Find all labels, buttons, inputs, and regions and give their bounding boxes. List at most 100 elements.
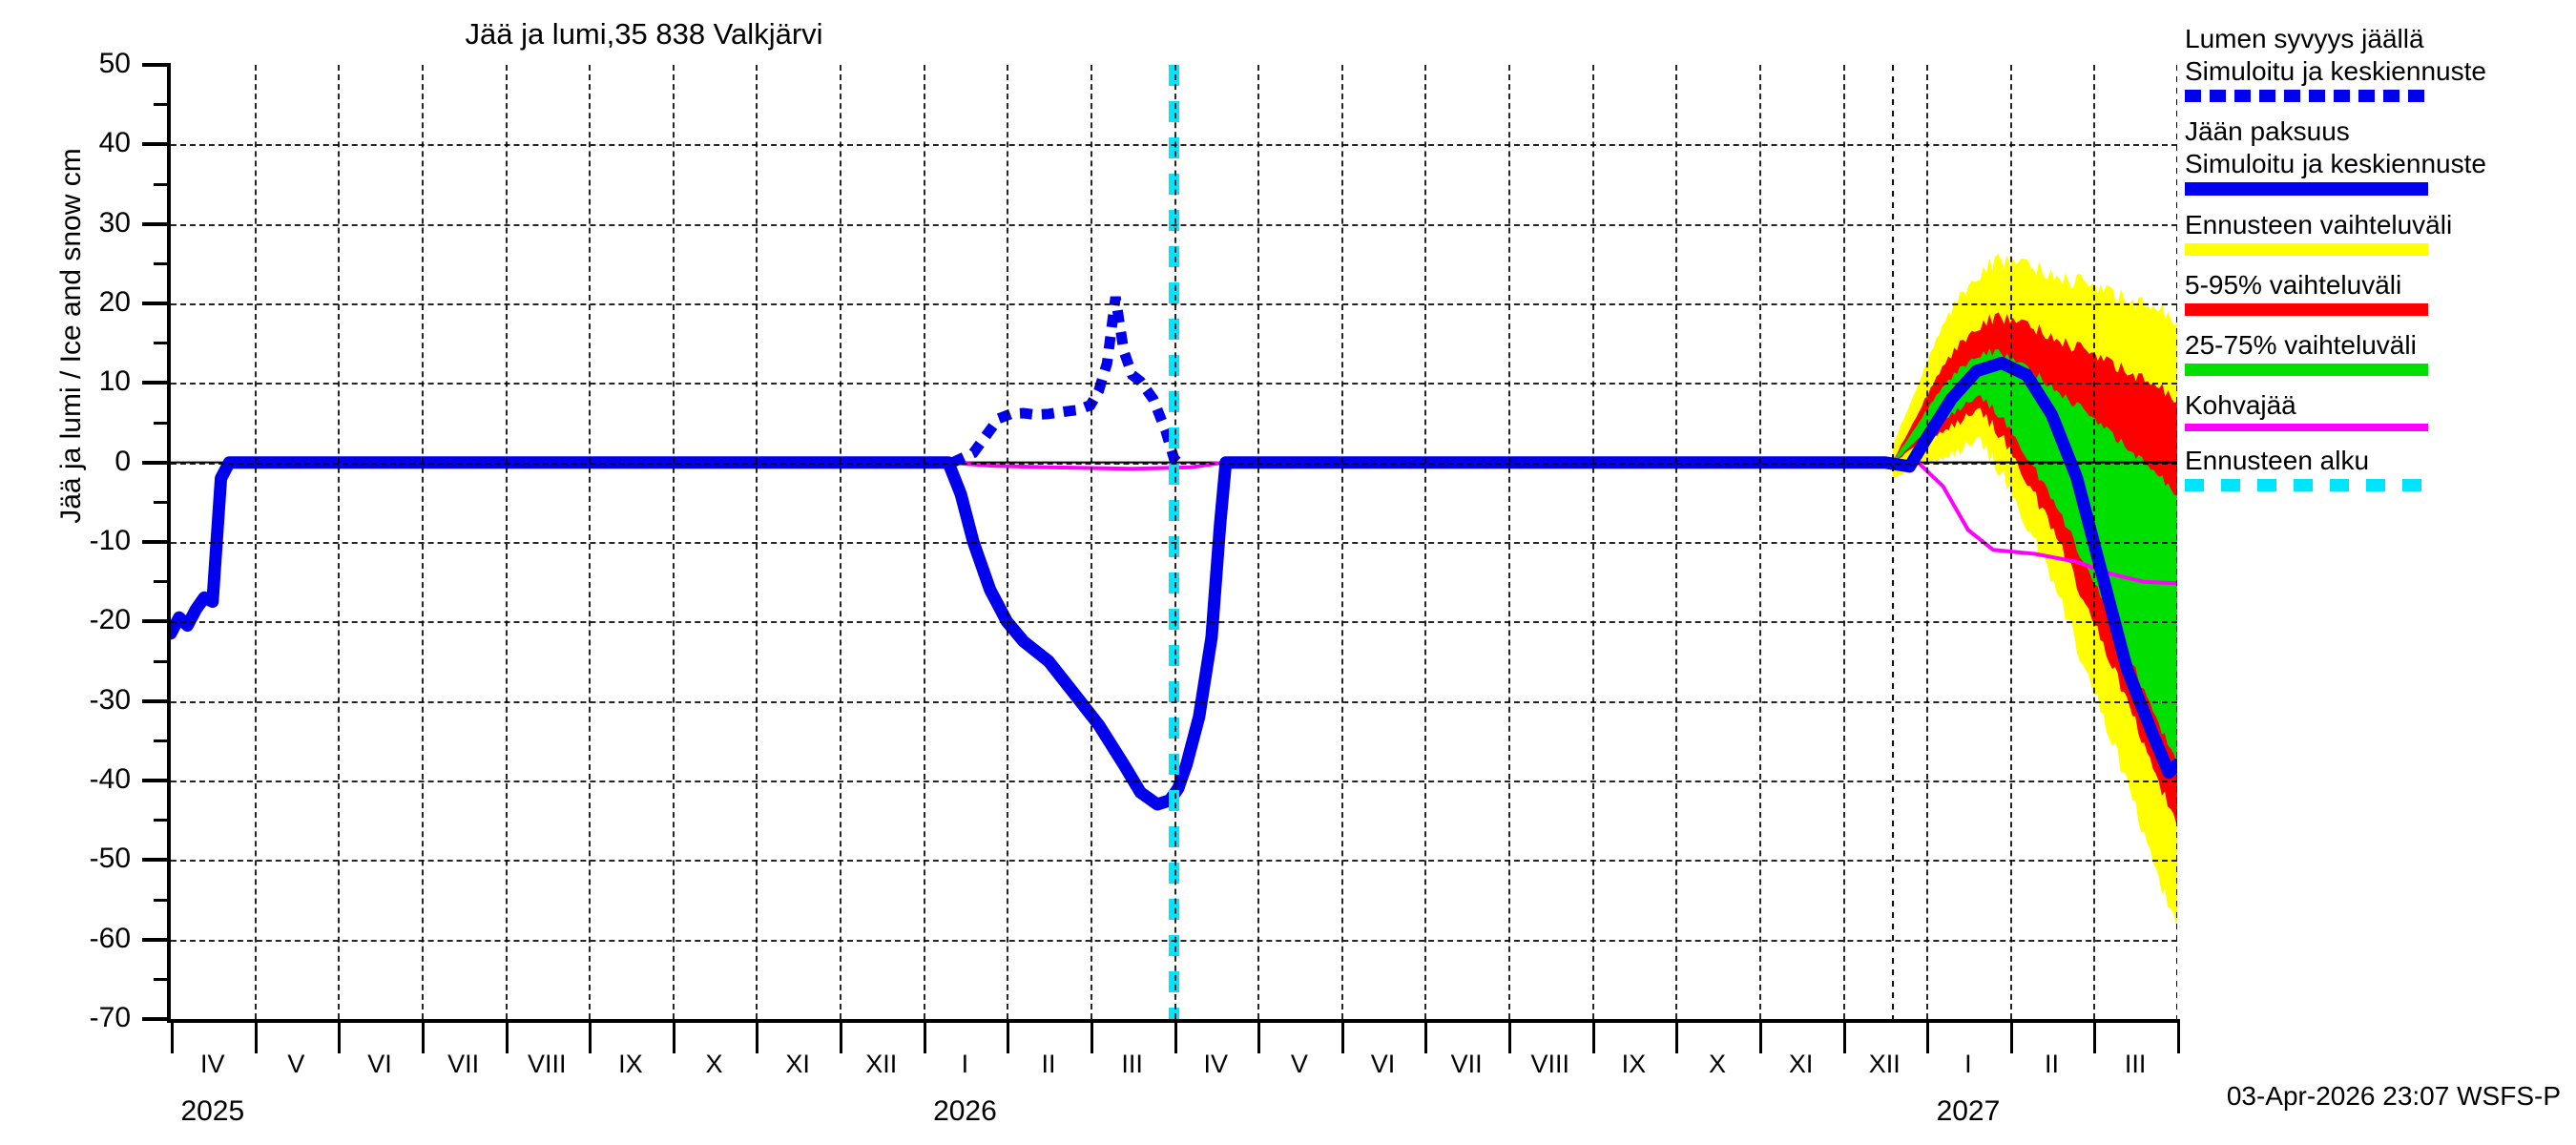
legend-item-swatch [2185, 364, 2428, 376]
legend-item-title: Lumen syvyys jäällä [2185, 24, 2424, 53]
legend-item-subtitle: Simuloitu ja keskiennuste [2185, 149, 2486, 178]
x-axis-tick [1340, 1019, 1344, 1053]
x-axis-tick [923, 1019, 926, 1053]
y-axis-minor-tick [154, 977, 171, 981]
gridline-vertical [1842, 65, 1845, 1019]
gridline-vertical [1174, 65, 1176, 1019]
gridline-vertical [2093, 65, 2096, 1019]
y-axis-minor-tick [154, 421, 171, 425]
legend-item-swatch [2185, 243, 2428, 256]
x-axis-tick [840, 1019, 842, 1053]
legend-item-swatch [2185, 303, 2428, 316]
gridline-vertical [1758, 65, 1761, 1019]
y-axis-tick [142, 142, 171, 147]
x-axis-tick [1508, 1019, 1511, 1053]
gridline-vertical [338, 65, 341, 1019]
x-axis-tick [1926, 1019, 1930, 1053]
gridline-vertical [1675, 65, 1678, 1019]
x-axis-tick [1758, 1019, 1762, 1053]
x-axis-tick [171, 1019, 174, 1053]
y-axis-line [167, 65, 171, 1021]
y-axis-tick-label: -50 [89, 843, 131, 875]
x-axis-line [167, 1019, 2177, 1023]
x-axis-tick [1424, 1019, 1428, 1053]
y-axis-tick [142, 302, 171, 305]
legend-item-swatch [2185, 90, 2428, 102]
y-axis-tick [142, 858, 171, 863]
y-axis-tick-label: -10 [89, 525, 131, 556]
x-axis-month-label: II [2045, 1050, 2060, 1078]
legend-item[interactable]: 5-95% vaihteluväli [2185, 269, 2566, 316]
gridline-vertical [840, 65, 841, 1019]
x-axis-tick [1591, 1019, 1595, 1053]
legend-item-title: Ennusteen alku [2185, 446, 2370, 475]
x-axis-tick [1007, 1019, 1010, 1053]
snow-depth-line [950, 296, 1182, 468]
x-axis-tick [2093, 1019, 2097, 1053]
x-axis-month-label: IX [1621, 1050, 1647, 1078]
y-axis-tick-label: -60 [89, 922, 131, 954]
legend-item-subtitle: Simuloitu ja keskiennuste [2185, 56, 2486, 86]
x-axis-tick [1257, 1019, 1261, 1053]
x-axis-tick [1090, 1019, 1093, 1053]
legend-item-swatch [2185, 424, 2428, 431]
x-axis-month-label: IV [200, 1050, 225, 1078]
legend-item[interactable]: Jään paksuus Simuloitu ja keskiennuste [2185, 115, 2566, 196]
x-axis-month-label: VIII [1530, 1050, 1570, 1078]
x-axis-tick [1174, 1019, 1177, 1053]
legend-item-title: 25-75% vaihteluväli [2185, 330, 2417, 360]
legend-item-title: Ennusteen vaihteluväli [2185, 210, 2453, 239]
x-axis-tick [1842, 1019, 1846, 1053]
y-axis-tick [142, 1017, 171, 1021]
legend-item-title: Jään paksuus [2185, 116, 2350, 146]
x-axis-tick [338, 1019, 342, 1053]
x-axis-tick [421, 1019, 425, 1053]
y-axis-tick-label: 10 [98, 365, 131, 398]
legend-item[interactable]: Ennusteen vaihteluväli [2185, 209, 2566, 256]
y-axis-tick [142, 937, 171, 942]
legend-item-swatch [2185, 479, 2428, 491]
x-axis-month-label: VI [1370, 1050, 1396, 1078]
kohvajaa-line [947, 460, 2177, 586]
y-axis-tick [142, 779, 171, 782]
gridline-vertical [505, 65, 508, 1019]
legend-item[interactable]: Ennusteen alku [2185, 445, 2566, 491]
y-axis-tick-label: -20 [89, 604, 131, 636]
x-axis-month-label: X [1709, 1050, 1727, 1078]
legend-item-title: Kohvajää [2185, 390, 2296, 420]
x-axis-month-label: XI [1788, 1050, 1814, 1078]
x-axis-month-label: IX [618, 1050, 643, 1078]
y-axis-minor-tick [154, 580, 171, 584]
y-axis-minor-tick [154, 500, 171, 504]
gridline-vertical [672, 65, 675, 1019]
x-axis-month-label: VII [1450, 1050, 1483, 1078]
legend-item[interactable]: 25-75% vaihteluväli [2185, 329, 2566, 376]
x-axis-tick [672, 1019, 675, 1053]
x-axis-month-label: II [1041, 1050, 1056, 1078]
plot-area [171, 65, 2177, 1019]
x-axis-month-label: V [287, 1050, 305, 1078]
x-axis-month-label: IV [1203, 1050, 1229, 1078]
x-axis-month-label: XII [1868, 1050, 1901, 1078]
gridline-vertical [756, 65, 758, 1019]
gridline-vertical [923, 65, 925, 1019]
x-axis-month-label: I [1964, 1050, 1972, 1078]
gridline-vertical [2009, 65, 2012, 1019]
x-axis-year-label: 2025 [180, 1095, 245, 1127]
y-axis-tick-label: 30 [98, 206, 131, 239]
x-axis-month-label: X [705, 1050, 723, 1078]
x-axis-month-label: XI [785, 1050, 810, 1078]
x-axis-tick [1675, 1019, 1679, 1053]
y-axis-minor-tick [154, 103, 171, 107]
y-axis-tick-label: -40 [89, 763, 131, 795]
chart-legend: Lumen syvyys jäällä Simuloitu ja keskienn… [2185, 23, 2566, 505]
y-axis-minor-tick [154, 819, 171, 822]
gridline-vertical [1508, 65, 1510, 1019]
x-axis-month-label: XII [865, 1050, 898, 1078]
legend-item[interactable]: Lumen syvyys jäällä Simuloitu ja keskienn… [2185, 23, 2566, 102]
x-axis-month-label: III [1121, 1050, 1143, 1078]
x-axis-tick [2009, 1019, 2013, 1053]
y-axis-minor-tick [154, 342, 171, 345]
legend-item[interactable]: Kohvajää [2185, 389, 2566, 431]
